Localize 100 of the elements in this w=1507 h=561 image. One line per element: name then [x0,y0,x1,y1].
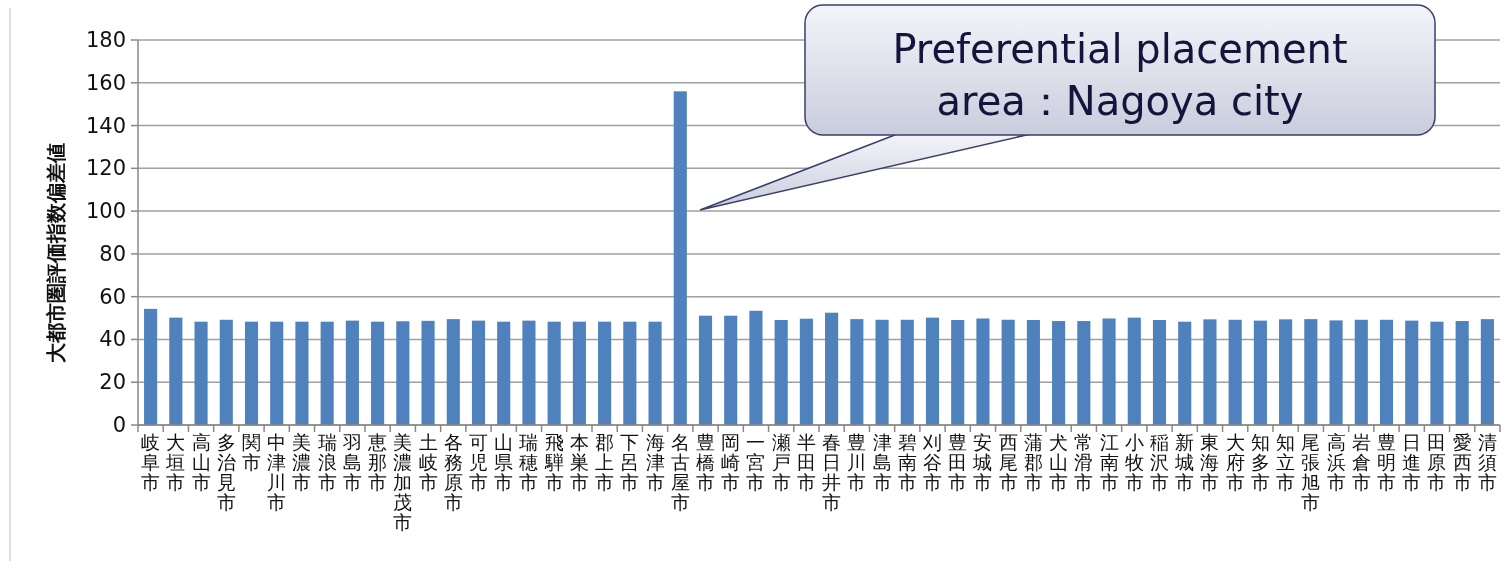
x-tick-label: 稲沢市 [1150,431,1169,493]
bar [1052,321,1066,425]
x-tick-label: 春日井市 [822,431,842,513]
y-tick-label: 80 [99,241,126,266]
bar [1304,319,1318,425]
bar [1455,321,1469,425]
x-tick-label: 清須市 [1477,431,1497,493]
y-tick-label: 140 [85,113,126,138]
bar [1026,319,1040,425]
bar [1102,318,1116,425]
x-tick-label: 日進市 [1402,431,1422,493]
x-tick-label: 高山市 [191,431,211,493]
bar [572,321,586,425]
x-tick-label: 東海市 [1200,431,1220,493]
x-tick-label: 瀬戸市 [771,431,791,493]
y-axis-title: 大都市圏評価指数偏差値 [44,142,68,363]
x-tick-label: 岡崎市 [721,431,741,493]
y-tick-label: 120 [85,156,126,181]
bar [623,321,637,425]
y-tick-label: 180 [85,28,126,52]
bar [799,318,813,425]
x-tick-label: 尾張旭市 [1301,431,1321,513]
bar [825,312,839,425]
x-tick-label: 豊川市 [847,431,867,493]
x-tick-label: 恵那市 [367,431,388,493]
bar [976,318,990,425]
x-tick-label: 岩倉市 [1351,431,1371,493]
bar [295,321,309,425]
x-tick-label: 田原市 [1427,431,1447,493]
bar [396,321,410,425]
bar [724,315,738,425]
x-tick-label: 知立市 [1276,431,1296,493]
x-tick-label: 西尾市 [998,431,1018,493]
bar [421,320,435,425]
bar [1430,321,1444,425]
bar [1178,321,1192,425]
x-tick-label: 知多市 [1250,431,1270,493]
bar [471,320,486,425]
x-tick-label: 可児市 [469,431,488,493]
x-tick-label: 豊橋市 [696,431,715,493]
x-tick-label: 津島市 [872,431,892,493]
bar [850,319,864,425]
bar [673,91,687,425]
x-tick-label: 犬山市 [1049,431,1069,493]
bar [900,319,914,425]
y-tick-label: 0 [112,413,126,437]
x-tick-label: 中津川市 [267,431,287,513]
bar [1329,320,1343,425]
bar [270,321,284,425]
bar [320,321,334,425]
bar [1203,319,1217,425]
bar [1228,319,1242,425]
x-tick-label: 各務原市 [443,431,463,513]
x-tick-label: 名古屋市 [670,431,690,513]
bar [345,320,359,425]
bar [371,321,385,425]
bar [774,319,788,425]
bar [169,317,183,425]
bar [1405,320,1419,425]
x-tick-label: 蒲郡市 [1023,431,1043,493]
x-tick-label: 安城市 [972,431,993,493]
bar [522,320,536,425]
bar [951,319,965,425]
annotation: Preferential placement area：Nagoya city [892,26,1348,124]
y-tick-label: 160 [85,70,126,95]
bar [1253,320,1267,425]
bar [219,319,233,425]
x-tick-label: 大府市 [1225,431,1245,493]
y-tick-label: 40 [99,327,126,352]
y-tick-label: 60 [99,284,126,309]
x-tick-label: 刈谷市 [922,431,942,493]
x-tick-label: 多治見市 [216,431,236,513]
bar [497,321,511,425]
bar [144,308,158,425]
bar [1127,317,1141,425]
bar [244,321,259,425]
x-tick-label: 関市 [242,431,261,473]
bar [1379,319,1394,425]
y-tick-label: 20 [99,370,126,395]
x-tick-label: 美濃市 [292,431,312,493]
x-tick-label: 豊明市 [1377,431,1396,493]
x-tick-label: 山県市 [494,431,514,493]
x-tick-label: 美濃加茂市 [393,431,413,533]
x-tick-label: 半田市 [796,431,816,493]
bar [1001,319,1015,425]
x-tick-label: 一宮市 [746,431,766,493]
x-tick-label: 高浜市 [1326,431,1346,493]
bar [1152,319,1167,425]
bar [1354,319,1368,425]
x-tick-label: 江南市 [1099,431,1119,493]
x-tick-label: 小牧市 [1124,431,1144,493]
bar [547,321,561,425]
bar [194,321,208,425]
bar [1077,321,1091,425]
x-tick-label: 飛騨市 [543,431,564,493]
x-tick-label: 土岐市 [418,431,438,493]
bar [598,321,612,425]
x-tick-label: 瑞浪市 [317,431,337,493]
callout: Preferential placement area：Nagoya city [699,4,1436,211]
bar [749,310,763,425]
